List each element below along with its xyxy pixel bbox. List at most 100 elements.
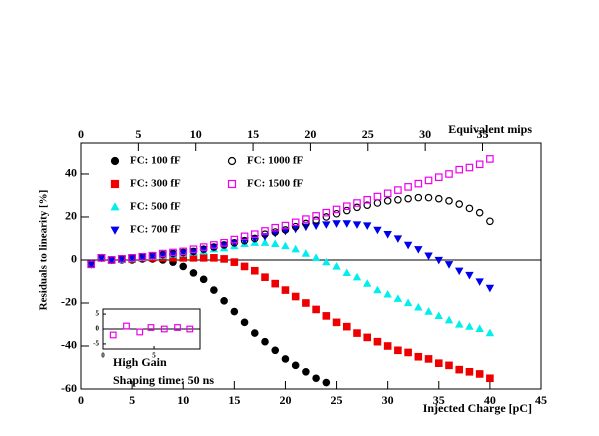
point — [373, 192, 382, 201]
point — [455, 267, 464, 276]
y-tick-label: -40 — [61, 338, 77, 352]
y-tick-label: 0 — [96, 325, 100, 333]
point — [444, 315, 454, 324]
x2-tick-label: 20 — [304, 127, 316, 141]
legend-label: FC: 700 fF — [130, 224, 181, 236]
point — [403, 298, 413, 307]
point — [179, 262, 188, 271]
point — [158, 251, 167, 260]
point — [455, 200, 464, 208]
x2-tick-label: 5 — [135, 127, 141, 141]
x-tick-label: 0 — [78, 393, 84, 407]
point — [189, 248, 198, 256]
point — [322, 221, 331, 229]
point — [97, 254, 106, 263]
point — [332, 318, 341, 327]
point — [271, 279, 280, 288]
point — [281, 221, 290, 230]
point — [271, 228, 280, 236]
point — [117, 255, 127, 264]
point — [322, 208, 331, 217]
point — [353, 199, 361, 207]
point — [353, 203, 361, 212]
point — [322, 257, 331, 266]
point — [260, 238, 270, 246]
point — [455, 320, 464, 328]
point — [148, 251, 157, 260]
point — [353, 329, 361, 337]
point — [250, 329, 259, 337]
point — [352, 272, 362, 281]
point — [174, 324, 181, 331]
point — [230, 258, 239, 266]
point — [322, 312, 331, 320]
point — [147, 324, 155, 331]
point — [404, 348, 412, 357]
point — [271, 346, 280, 355]
x2-tick-label: 30 — [419, 127, 431, 141]
legend-label: FC: 500 fF — [130, 201, 181, 213]
point — [250, 266, 259, 275]
y-tick-label: -5 — [93, 340, 99, 348]
x-tick-label: 0 — [101, 352, 105, 360]
point — [445, 361, 453, 370]
point — [394, 346, 402, 355]
point — [199, 275, 208, 284]
point — [332, 209, 341, 218]
point — [424, 307, 433, 315]
point — [465, 163, 474, 172]
point — [160, 325, 168, 333]
point — [434, 173, 443, 181]
point — [261, 273, 269, 281]
point — [109, 331, 117, 339]
legend-label: FC: 1000 fF — [247, 155, 303, 167]
point — [475, 324, 484, 332]
point — [179, 247, 188, 256]
y-tick-label: 20 — [65, 209, 77, 223]
annotation: High Gain — [113, 355, 167, 369]
point — [220, 238, 228, 247]
point — [393, 235, 403, 243]
point — [127, 254, 137, 263]
y-axis-label: Residuals to linearity [%] — [38, 190, 50, 311]
point — [486, 155, 494, 163]
annotation: Shaping time: 50 ns — [113, 373, 214, 387]
point — [240, 232, 249, 241]
point — [455, 165, 464, 174]
y-tick-label: 0 — [71, 252, 77, 266]
point — [250, 230, 259, 238]
point — [383, 189, 392, 198]
point — [210, 254, 218, 262]
point — [332, 261, 341, 270]
point — [123, 322, 130, 330]
point — [87, 261, 96, 269]
point — [394, 195, 402, 204]
x2-tick-label: 10 — [190, 127, 202, 141]
point — [199, 243, 208, 251]
point — [363, 201, 372, 209]
point — [302, 299, 310, 307]
point — [342, 220, 351, 228]
point — [186, 325, 194, 333]
point — [138, 253, 147, 262]
point — [168, 250, 178, 258]
point — [240, 236, 249, 245]
point — [312, 374, 320, 383]
point — [445, 170, 453, 178]
point — [302, 215, 310, 223]
point — [291, 361, 300, 370]
point — [342, 206, 351, 215]
point — [486, 217, 494, 226]
point — [220, 255, 228, 263]
point — [158, 249, 167, 258]
point — [281, 226, 290, 234]
point — [475, 160, 484, 169]
legend-label: FC: 100 fF — [130, 155, 181, 167]
point — [373, 337, 382, 346]
point — [281, 355, 290, 363]
point — [118, 255, 126, 263]
point — [363, 333, 372, 342]
point — [404, 194, 412, 203]
point — [475, 278, 484, 286]
